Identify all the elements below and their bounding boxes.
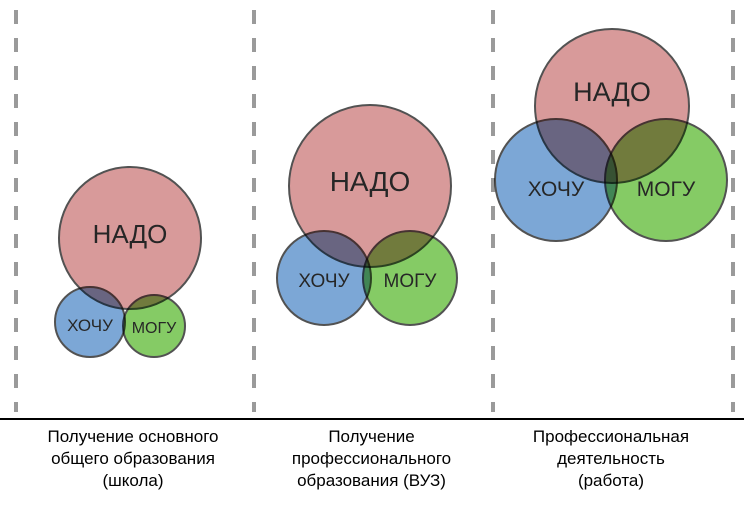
p1-hochu-label: ХОЧУ [278, 271, 370, 293]
p1-mogu-label: МОГУ [364, 271, 456, 293]
caption-0: Получение основногообщего образования(шк… [14, 426, 252, 492]
caption-2: Профессиональнаядеятельность(работа) [491, 426, 731, 492]
diagram-stage: НАДО ХОЧУ МОГУ НАДО ХОЧУ МОГУ НАДО ХОЧУ … [0, 0, 744, 512]
separator-0 [14, 10, 18, 412]
separator-1 [252, 10, 256, 412]
separator-2 [491, 10, 495, 412]
p2-hochu-circle: ХОЧУ [494, 118, 618, 242]
p0-nado-label: НАДО [60, 219, 200, 250]
p0-hochu-label: ХОЧУ [56, 316, 124, 336]
p2-nado-label: НАДО [536, 77, 688, 108]
p0-mogu-circle: МОГУ [122, 294, 186, 358]
p0-hochu-circle: ХОЧУ [54, 286, 126, 358]
p2-mogu-circle: МОГУ [604, 118, 728, 242]
axis-line [0, 418, 744, 420]
p0-mogu-label: МОГУ [124, 320, 184, 338]
p1-hochu-circle: ХОЧУ [276, 230, 372, 326]
p2-hochu-label: ХОЧУ [496, 178, 616, 202]
separator-3 [731, 10, 735, 412]
p1-mogu-circle: МОГУ [362, 230, 458, 326]
caption-1: Получениепрофессиональногообразования (В… [252, 426, 491, 492]
p1-nado-label: НАДО [290, 166, 450, 198]
p2-mogu-label: МОГУ [606, 178, 726, 202]
